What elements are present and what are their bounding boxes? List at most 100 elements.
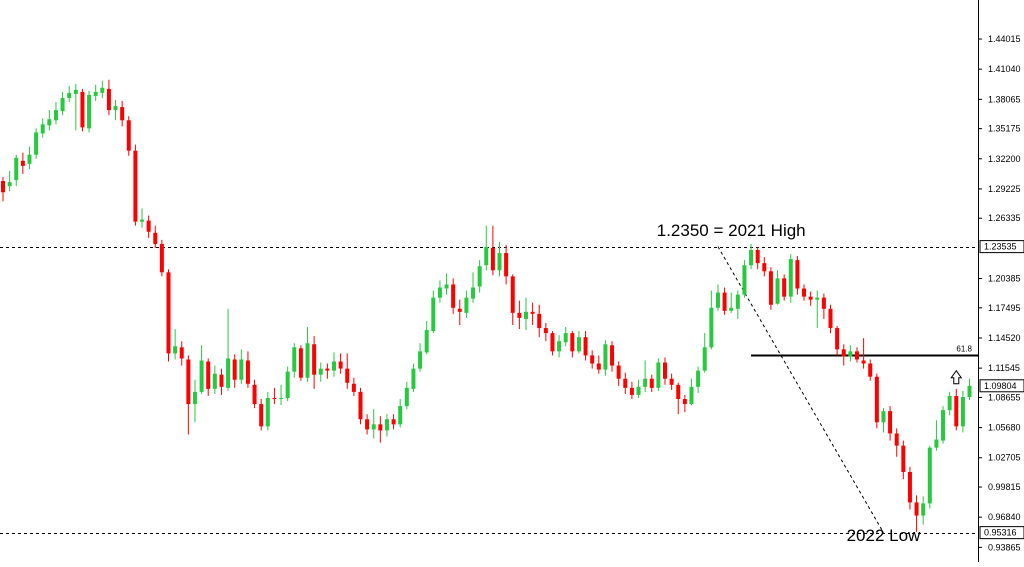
y-tick-label: 1.05680 bbox=[988, 423, 1021, 433]
bear-candle bbox=[768, 271, 773, 305]
bull-candle bbox=[431, 297, 436, 332]
bear-candle bbox=[206, 361, 211, 389]
bear-candle bbox=[676, 384, 681, 400]
bull-candle bbox=[47, 119, 52, 126]
bear-candle bbox=[179, 347, 184, 359]
y-tick-label: 0.96840 bbox=[988, 512, 1021, 522]
bear-candle bbox=[232, 359, 237, 380]
bear-candle bbox=[802, 288, 807, 297]
bull-candle bbox=[239, 359, 244, 380]
bear-candle bbox=[828, 308, 833, 329]
bear-candle bbox=[166, 272, 171, 354]
bear-candle bbox=[1, 181, 5, 193]
bull-candle bbox=[742, 265, 747, 295]
y-tick-label: 1.29225 bbox=[988, 184, 1021, 194]
annotation-2021-high: 1.2350 = 2021 High bbox=[657, 221, 806, 240]
bear-candle bbox=[358, 391, 363, 420]
price-tag-box bbox=[979, 379, 1024, 393]
y-tick-label: 0.99815 bbox=[988, 482, 1021, 492]
bear-candle bbox=[954, 395, 959, 427]
bear-candle bbox=[888, 411, 893, 434]
bear-candle bbox=[259, 404, 264, 427]
bull-candle bbox=[815, 297, 820, 300]
bear-candle bbox=[682, 399, 687, 405]
bull-candle bbox=[557, 341, 562, 352]
bear-candle bbox=[874, 376, 879, 423]
price-tag-label: 1.23535 bbox=[984, 242, 1017, 252]
bear-candle bbox=[351, 383, 356, 392]
price-tag-label: 1.09804 bbox=[984, 381, 1017, 391]
bull-candle bbox=[332, 361, 336, 371]
bear-candle bbox=[20, 160, 25, 166]
bull-candle bbox=[881, 411, 886, 423]
bear-candle bbox=[298, 348, 303, 378]
bear-candle bbox=[252, 384, 257, 405]
bear-candle bbox=[153, 232, 158, 244]
bull-candle bbox=[563, 333, 568, 343]
bull-candle bbox=[636, 386, 641, 395]
bull-candle bbox=[927, 447, 932, 504]
bear-candle bbox=[543, 328, 548, 334]
bear-candle bbox=[722, 292, 727, 311]
price-tag-label: 0.95316 bbox=[984, 528, 1017, 538]
bear-candle bbox=[795, 260, 800, 289]
bear-candle bbox=[186, 359, 191, 405]
bear-candle bbox=[146, 220, 151, 232]
y-tick-label: 1.44015 bbox=[988, 34, 1021, 44]
bear-candle bbox=[590, 355, 595, 364]
bear-candle bbox=[219, 374, 224, 387]
bear-candle bbox=[596, 363, 601, 370]
bull-candle bbox=[411, 368, 416, 389]
bear-candle bbox=[378, 424, 383, 431]
bull-candle bbox=[749, 250, 754, 266]
bear-candle bbox=[510, 276, 515, 313]
bear-candle bbox=[490, 247, 495, 271]
y-tick-label: 1.38065 bbox=[988, 94, 1021, 104]
bull-candle bbox=[40, 124, 45, 134]
y-tick-label: 1.02705 bbox=[988, 453, 1021, 463]
bull-candle bbox=[775, 278, 780, 304]
bear-candle bbox=[782, 278, 787, 297]
bear-candle bbox=[365, 419, 370, 430]
bull-candle bbox=[424, 330, 429, 353]
bull-candle bbox=[437, 287, 442, 298]
bull-candle bbox=[603, 344, 608, 370]
bear-candle bbox=[272, 397, 277, 400]
bull-candle bbox=[398, 406, 403, 425]
price-tag-box bbox=[979, 240, 1024, 254]
y-tick-label: 1.08655 bbox=[988, 392, 1021, 402]
y-tick-label: 1.17495 bbox=[988, 303, 1021, 313]
bear-candle bbox=[457, 308, 462, 312]
bear-candle bbox=[391, 419, 396, 425]
y-tick-label: 1.32200 bbox=[988, 154, 1021, 164]
bear-candle bbox=[649, 378, 654, 388]
bull-candle bbox=[921, 503, 926, 516]
bull-candle bbox=[7, 182, 12, 187]
bull-candle bbox=[471, 287, 476, 299]
bear-candle bbox=[570, 333, 575, 352]
bull-candle bbox=[192, 391, 197, 405]
bear-candle bbox=[550, 333, 555, 352]
bear-candle bbox=[868, 363, 873, 377]
bear-candle bbox=[762, 263, 767, 272]
y-tick-label: 1.35175 bbox=[988, 124, 1021, 134]
bear-candle bbox=[629, 387, 634, 395]
bear-candle bbox=[616, 365, 621, 379]
bear-candle bbox=[894, 433, 899, 446]
bear-candle bbox=[451, 284, 456, 308]
bull-candle bbox=[292, 347, 297, 372]
bear-candle bbox=[133, 150, 138, 222]
bull-candle bbox=[464, 297, 469, 313]
bull-candle bbox=[477, 266, 482, 287]
bull-candle bbox=[444, 284, 449, 289]
bull-candle bbox=[67, 92, 72, 98]
bull-candle bbox=[226, 358, 231, 388]
bear-candle bbox=[755, 250, 760, 264]
bear-candle bbox=[669, 378, 674, 385]
bear-candle bbox=[623, 378, 628, 388]
bull-candle bbox=[418, 351, 423, 369]
bear-candle bbox=[854, 351, 859, 360]
bull-candle bbox=[788, 259, 793, 297]
